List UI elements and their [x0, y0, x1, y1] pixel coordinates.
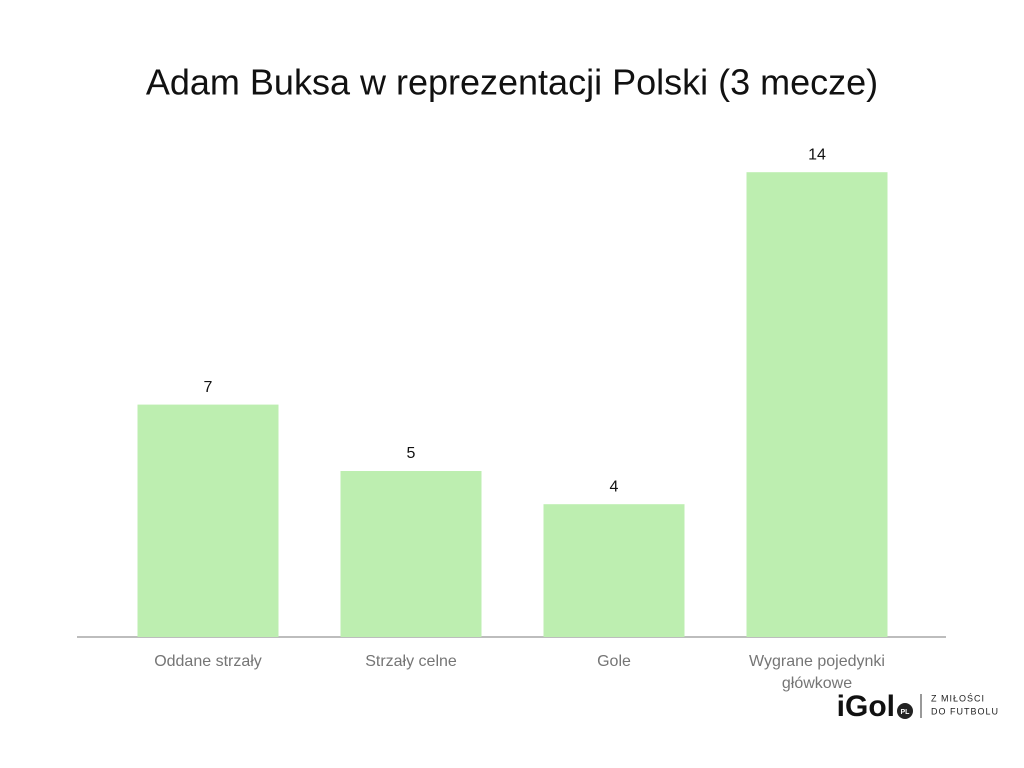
- logo-tagline: DO FUTBOLU: [931, 706, 999, 716]
- x-tick-label: Oddane strzały: [154, 653, 262, 670]
- data-label: 4: [610, 478, 619, 495]
- x-tick-label-box: Wygrane pojedynki główkowe: [749, 653, 885, 692]
- x-tick-label: Strzały celne: [365, 653, 457, 670]
- x-tick-label-box: Oddane strzały: [154, 653, 262, 670]
- bar: [746, 172, 888, 637]
- bar: [543, 504, 685, 637]
- bar: [340, 471, 482, 637]
- logo-badge: [897, 703, 913, 719]
- chart-title: Adam Buksa w reprezentacji Polski (3 mec…: [146, 62, 878, 103]
- x-tick-label: Gole: [597, 653, 631, 670]
- data-label: 14: [808, 146, 826, 163]
- logo-name: iGol: [837, 690, 895, 723]
- data-label: 7: [204, 379, 213, 396]
- x-tick-label-box: Gole: [597, 653, 631, 670]
- x-tick-label: Wygrane pojedynki główkowe: [749, 653, 885, 692]
- x-tick-label-box: Strzały celne: [365, 653, 457, 670]
- data-label: 5: [407, 445, 416, 462]
- bar: [137, 404, 279, 637]
- logo-tagline: Z MIŁOŚCI: [931, 692, 985, 703]
- logo-badge-text: PL: [901, 709, 911, 716]
